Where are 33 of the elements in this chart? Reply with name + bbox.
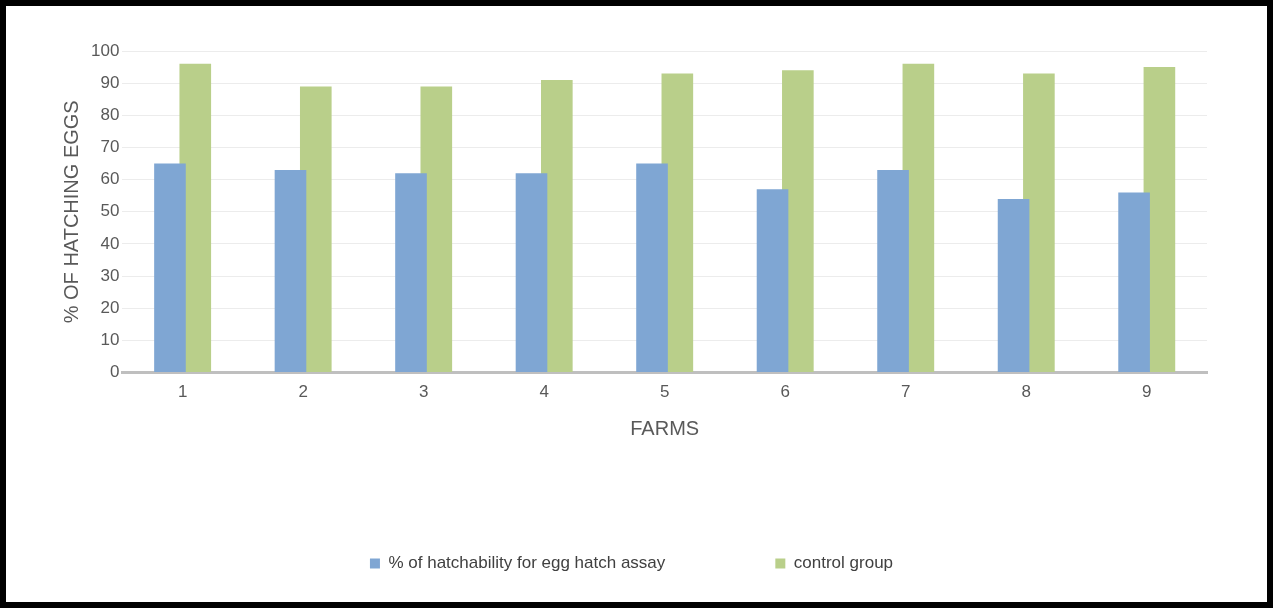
y-tick-label: 60 xyxy=(100,169,120,189)
x-tick-label: 3 xyxy=(418,382,429,402)
x-axis-title: FARMS xyxy=(630,416,700,439)
x-tick-label: 9 xyxy=(1142,382,1152,402)
y-tick-label: 100 xyxy=(90,40,120,60)
y-tick-label: 20 xyxy=(100,297,120,317)
legend-label: % of hatchability for egg hatch assay xyxy=(388,553,666,573)
y-tick-label: 0 xyxy=(109,362,120,382)
y-tick-label: 40 xyxy=(100,233,120,253)
x-tick-label: 6 xyxy=(780,382,790,402)
y-tick-label: 70 xyxy=(100,137,120,157)
legend-label: control group xyxy=(793,553,894,573)
x-tick-label: 4 xyxy=(539,382,549,402)
bar xyxy=(154,163,186,373)
x-tick-label: 5 xyxy=(659,382,670,402)
x-tick-label: 2 xyxy=(298,382,308,402)
bar xyxy=(756,189,789,373)
bar xyxy=(997,198,1030,373)
y-axis-title: % OF HATCHING EGGS xyxy=(59,100,82,324)
y-tick-label: 90 xyxy=(100,72,120,92)
y-tick-label: 80 xyxy=(100,105,120,125)
x-tick-label: 1 xyxy=(177,382,188,402)
y-tick-label: 50 xyxy=(100,201,120,221)
x-tick-label: 7 xyxy=(900,382,911,402)
y-tick-label: 10 xyxy=(100,330,120,350)
bar xyxy=(1118,192,1150,373)
bar xyxy=(395,173,427,373)
y-tick-label: 30 xyxy=(100,265,120,285)
bar xyxy=(636,163,668,373)
bar xyxy=(274,169,307,373)
x-tick-label: 8 xyxy=(1021,382,1031,402)
bar xyxy=(515,173,548,373)
bar xyxy=(877,169,909,373)
